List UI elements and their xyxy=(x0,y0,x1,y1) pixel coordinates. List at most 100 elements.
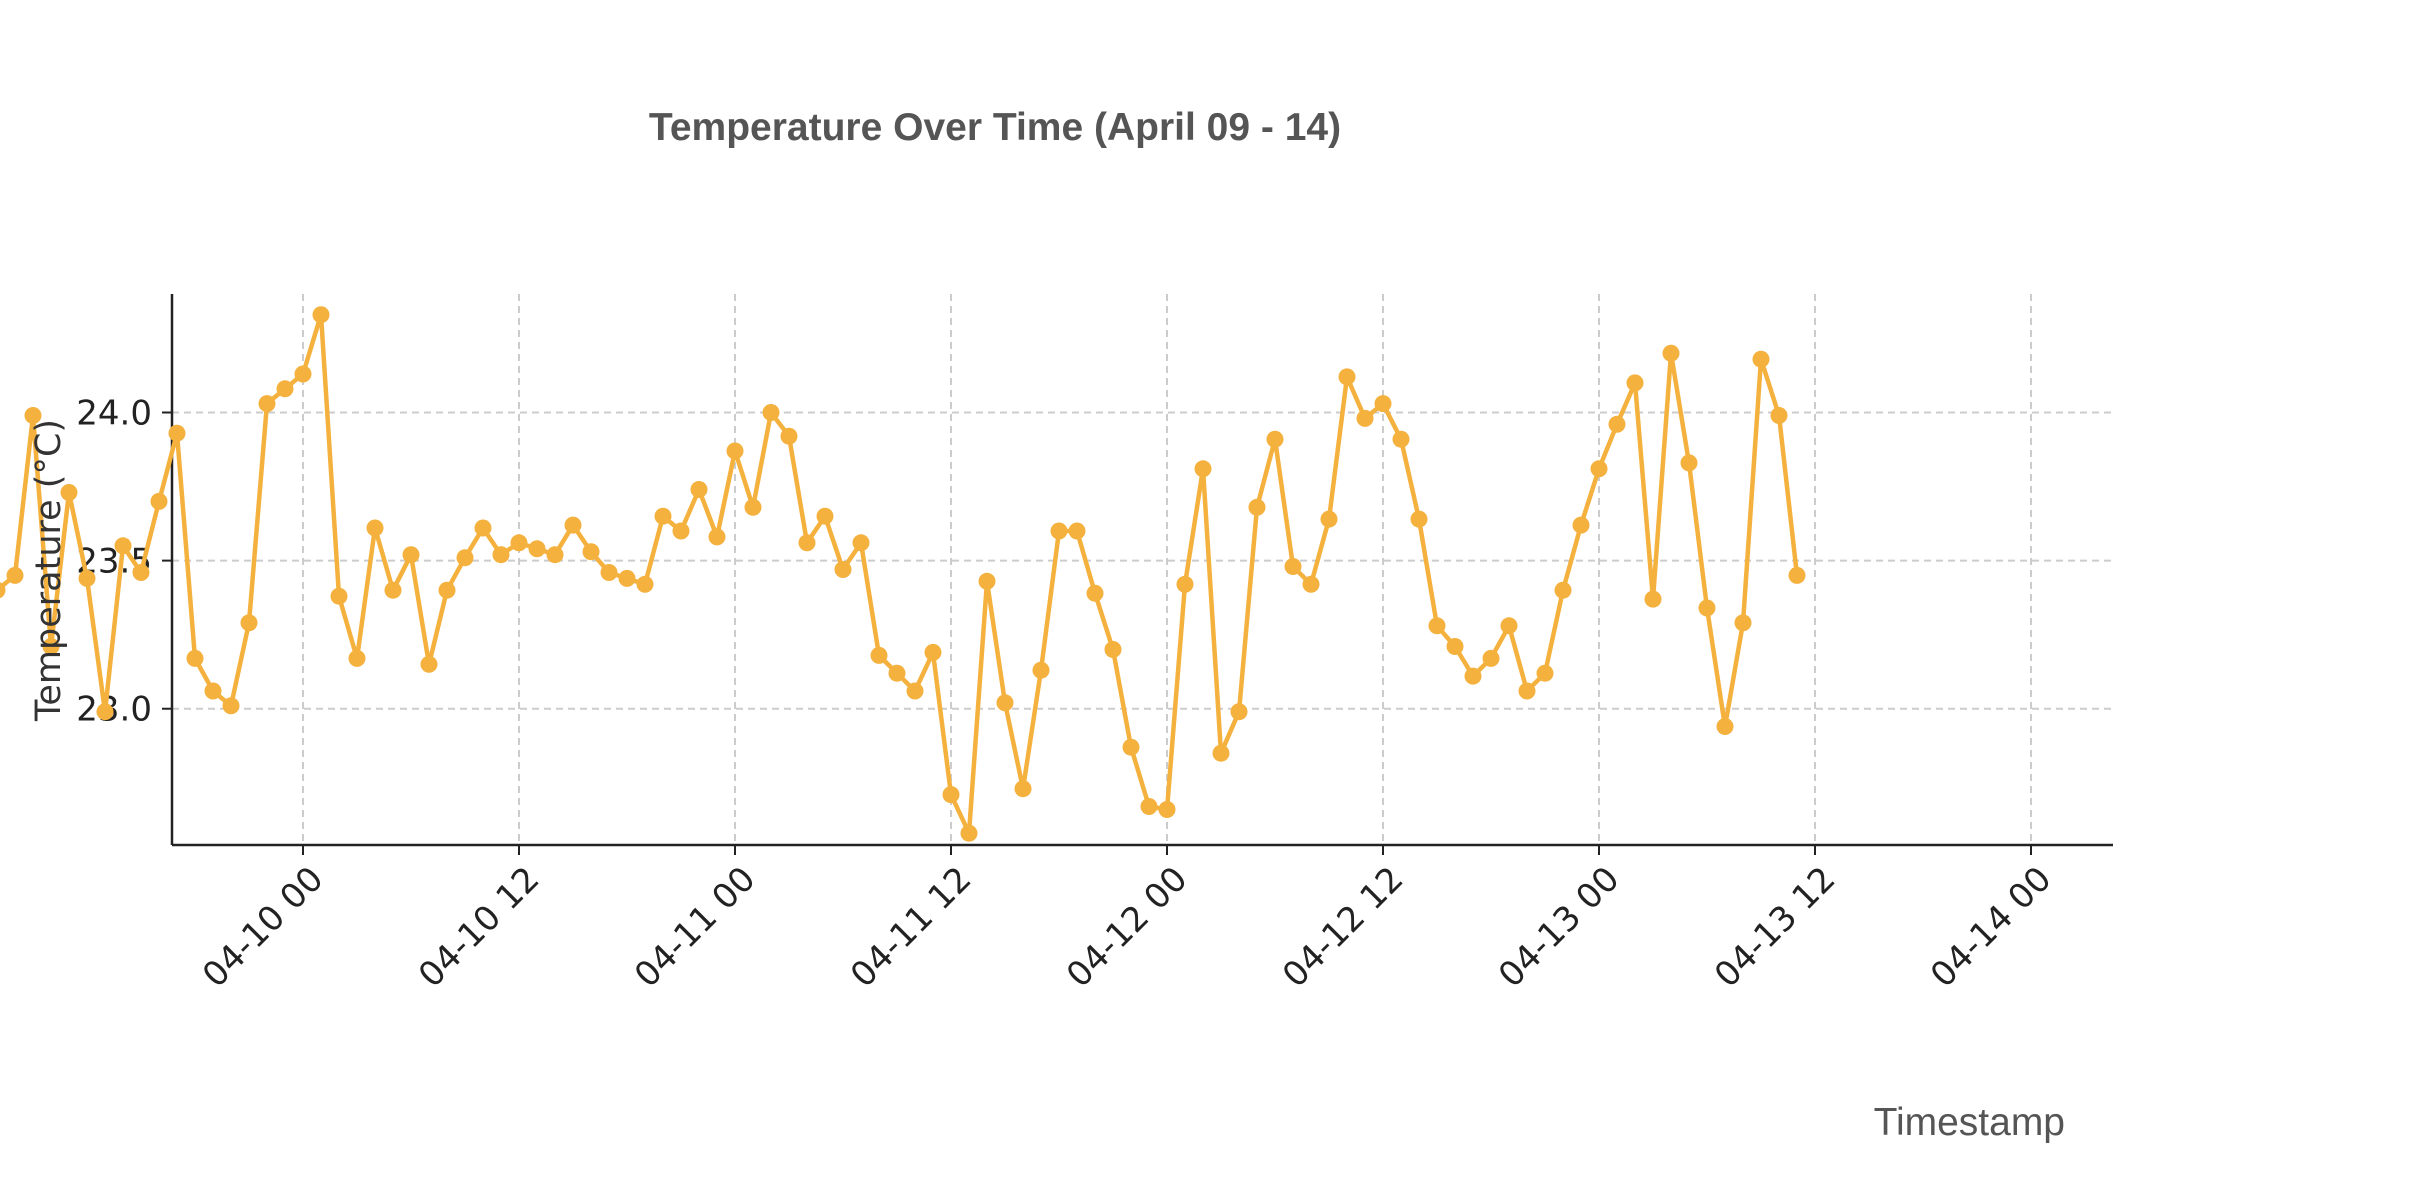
grid-layer xyxy=(172,294,2113,845)
data-point xyxy=(852,534,870,552)
data-point xyxy=(1482,649,1500,667)
data-point xyxy=(1014,780,1032,798)
data-point xyxy=(1680,454,1698,472)
data-point xyxy=(276,380,294,398)
data-point xyxy=(1626,374,1644,392)
data-point xyxy=(1698,599,1716,617)
x-tick-label: 04-11 12 xyxy=(843,859,979,995)
data-point xyxy=(42,638,60,655)
data-point xyxy=(1428,617,1446,635)
x-tick-label: 04-12 12 xyxy=(1275,859,1411,995)
data-point xyxy=(762,404,780,421)
data-point xyxy=(582,543,600,561)
data-point xyxy=(420,655,438,673)
data-point xyxy=(1752,350,1770,368)
x-tick-label: 04-14 00 xyxy=(1923,859,2059,995)
data-point xyxy=(1662,344,1680,362)
data-point xyxy=(1734,614,1752,632)
x-tick-label: 04-12 00 xyxy=(1059,859,1195,995)
data-point xyxy=(1716,718,1734,735)
data-point xyxy=(474,519,492,537)
data-point xyxy=(798,534,816,552)
data-point xyxy=(222,697,240,715)
data-point xyxy=(1356,409,1374,427)
data-point xyxy=(1086,584,1104,602)
data-point xyxy=(1320,510,1338,528)
data-point xyxy=(1212,744,1230,762)
data-point xyxy=(1266,430,1284,448)
data-point xyxy=(1230,703,1248,721)
data-point xyxy=(114,537,132,555)
data-point xyxy=(1788,566,1806,584)
data-point xyxy=(672,522,690,540)
data-point xyxy=(1392,430,1410,448)
data-point xyxy=(888,664,906,682)
data-point xyxy=(1284,558,1302,575)
data-point xyxy=(258,395,276,413)
data-point xyxy=(618,569,636,587)
data-point xyxy=(1248,498,1266,516)
data-point xyxy=(1338,368,1356,386)
data-point xyxy=(1500,617,1518,635)
data-point xyxy=(1302,575,1320,593)
data-point xyxy=(348,649,366,667)
data-point xyxy=(834,561,852,578)
data-point xyxy=(924,643,942,661)
x-tick-label: 04-11 00 xyxy=(627,859,763,995)
data-point xyxy=(60,484,78,501)
data-point xyxy=(942,786,960,804)
data-point xyxy=(1176,575,1194,593)
data-point xyxy=(1194,460,1212,478)
data-point xyxy=(1608,415,1626,433)
data-point xyxy=(330,587,348,605)
x-tick-label: 04-10 00 xyxy=(195,859,331,995)
data-point xyxy=(6,566,24,584)
data-point xyxy=(96,703,114,721)
data-point xyxy=(1122,738,1140,756)
data-point xyxy=(240,614,258,632)
data-point xyxy=(1536,664,1554,682)
data-point xyxy=(726,442,744,460)
data-point xyxy=(780,427,798,445)
series-line xyxy=(0,312,1800,836)
series-temperature xyxy=(0,306,1806,842)
data-point xyxy=(438,581,456,599)
data-point xyxy=(132,564,150,581)
data-point xyxy=(816,507,834,525)
data-point xyxy=(1374,395,1392,413)
axes xyxy=(170,294,2113,847)
data-point xyxy=(744,498,762,516)
data-point xyxy=(366,519,384,537)
data-point xyxy=(1518,682,1536,700)
data-point xyxy=(1446,638,1464,655)
data-point xyxy=(24,407,42,424)
data-point xyxy=(546,546,564,564)
data-point xyxy=(1572,516,1590,534)
data-point xyxy=(1590,460,1608,478)
data-point xyxy=(150,492,168,510)
y-tick-label: 23.0 xyxy=(76,690,152,730)
x-tick-label: 04-13 00 xyxy=(1491,859,1627,995)
data-point xyxy=(690,481,708,498)
x-axis-label: Timestamp xyxy=(1874,1101,2065,1144)
data-point xyxy=(1158,801,1176,818)
data-point xyxy=(384,581,402,599)
data-point xyxy=(186,649,204,667)
data-point xyxy=(1410,510,1428,528)
data-point xyxy=(1140,798,1158,815)
data-point xyxy=(654,507,672,525)
data-point xyxy=(870,646,888,664)
data-point xyxy=(312,306,330,324)
tick-labels: 04-10 00 04-10 12 04-11 00 04-11 12 04-12 00… xyxy=(76,393,2059,995)
data-point xyxy=(906,682,924,700)
chart-title: Temperature Over Time (April 09 - 14) xyxy=(649,106,1341,149)
data-point xyxy=(1644,590,1662,608)
data-point xyxy=(456,549,474,567)
y-axis-label: Temperature (°C) xyxy=(29,419,69,722)
data-point xyxy=(168,424,186,442)
data-point xyxy=(78,569,96,587)
data-point xyxy=(978,572,996,590)
data-point xyxy=(402,546,420,564)
data-point xyxy=(600,564,618,581)
